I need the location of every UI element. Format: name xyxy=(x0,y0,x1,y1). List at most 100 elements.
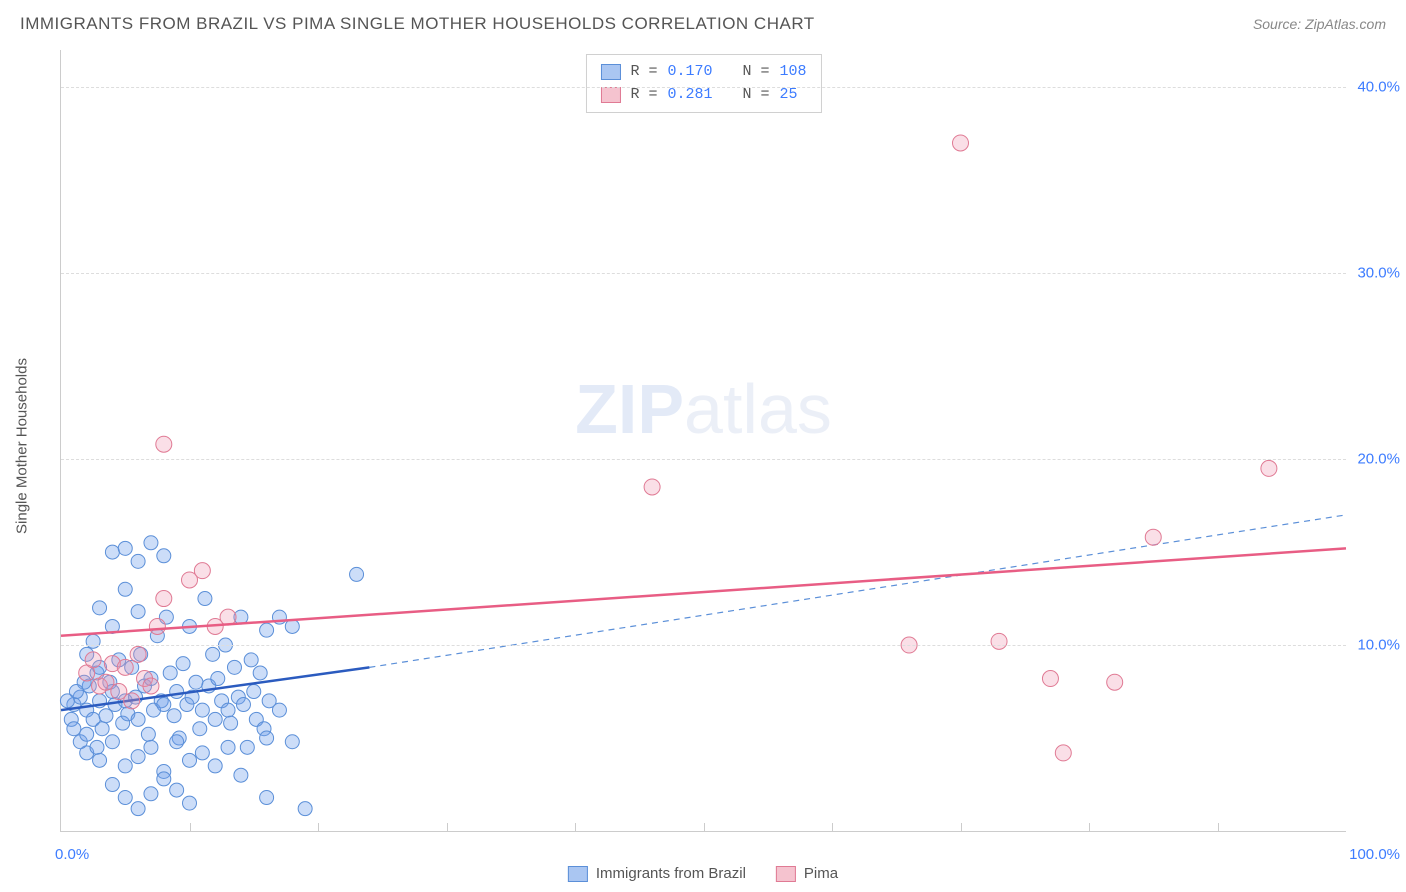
brazil-point xyxy=(105,545,119,559)
brazil-point xyxy=(298,802,312,816)
brazil-point xyxy=(131,802,145,816)
legend-label: Pima xyxy=(804,865,838,882)
x-tick xyxy=(318,823,319,831)
x-tick xyxy=(961,823,962,831)
legend-label: Immigrants from Brazil xyxy=(596,865,746,882)
brazil-point xyxy=(118,582,132,596)
gridline-h xyxy=(61,273,1346,274)
gridline-h xyxy=(61,459,1346,460)
pima-point xyxy=(143,678,159,694)
y-tick-label: 40.0% xyxy=(1357,79,1400,96)
brazil-point xyxy=(247,685,261,699)
legend-swatch xyxy=(600,64,620,80)
x-tick xyxy=(447,823,448,831)
brazil-point xyxy=(118,541,132,555)
brazil-point xyxy=(208,759,222,773)
brazil-point xyxy=(206,647,220,661)
brazil-point xyxy=(183,796,197,810)
brazil-point xyxy=(244,653,258,667)
brazil-point xyxy=(236,698,250,712)
x-tick-label: 100.0% xyxy=(1349,846,1400,863)
brazil-point xyxy=(157,772,171,786)
legend-item: Pima xyxy=(776,865,838,882)
pima-point xyxy=(1055,745,1071,761)
brazil-point xyxy=(350,567,364,581)
brazil-point xyxy=(193,722,207,736)
brazil-point xyxy=(131,750,145,764)
brazil-point xyxy=(176,657,190,671)
brazil-point xyxy=(118,759,132,773)
brazil-point xyxy=(198,592,212,606)
brazil-point xyxy=(144,787,158,801)
brazil-point xyxy=(221,703,235,717)
pima-point xyxy=(156,591,172,607)
brazil-point xyxy=(260,623,274,637)
x-tick xyxy=(1218,823,1219,831)
brazil-point xyxy=(60,694,74,708)
y-axis-label: Single Mother Households xyxy=(14,358,31,534)
brazil-point xyxy=(141,727,155,741)
legend-row: R =0.170N =108 xyxy=(600,61,806,84)
gridline-h xyxy=(61,645,1346,646)
brazil-point xyxy=(131,554,145,568)
pima-point xyxy=(194,563,210,579)
brazil-point xyxy=(260,731,274,745)
brazil-point xyxy=(95,722,109,736)
plot-svg xyxy=(61,50,1346,831)
pima-point xyxy=(85,652,101,668)
brazil-point xyxy=(157,698,171,712)
chart-area: Single Mother Households ZIPatlas R =0.1… xyxy=(50,50,1346,842)
pima-point xyxy=(149,618,165,634)
legend-swatch xyxy=(600,87,620,103)
brazil-point xyxy=(163,666,177,680)
x-tick xyxy=(1089,823,1090,831)
brazil-point xyxy=(260,791,274,805)
pima-point xyxy=(1145,529,1161,545)
pima-trendline xyxy=(61,548,1346,635)
legend-swatch xyxy=(568,866,588,882)
pima-point xyxy=(1107,674,1123,690)
pima-point xyxy=(1042,671,1058,687)
brazil-point xyxy=(195,746,209,760)
brazil-point xyxy=(157,549,171,563)
brazil-point xyxy=(105,778,119,792)
brazil-point xyxy=(80,727,94,741)
x-tick xyxy=(575,823,576,831)
brazil-point xyxy=(144,740,158,754)
brazil-point xyxy=(144,536,158,550)
brazil-point xyxy=(105,735,119,749)
y-tick-label: 20.0% xyxy=(1357,451,1400,468)
brazil-point xyxy=(131,712,145,726)
pima-point xyxy=(991,633,1007,649)
pima-point xyxy=(124,693,140,709)
brazil-point xyxy=(167,709,181,723)
brazil-point xyxy=(224,716,238,730)
brazil-point xyxy=(211,672,225,686)
brazil-point xyxy=(183,753,197,767)
legend-series: Immigrants from Brazil Pima xyxy=(568,865,838,882)
legend-correlation: R =0.170N =108R =0.281N = 25 xyxy=(585,54,821,113)
brazil-point xyxy=(86,634,100,648)
brazil-point xyxy=(195,703,209,717)
y-tick-label: 10.0% xyxy=(1357,637,1400,654)
brazil-point xyxy=(240,740,254,754)
gridline-h xyxy=(61,87,1346,88)
legend-swatch xyxy=(776,866,796,882)
legend-item: Immigrants from Brazil xyxy=(568,865,746,882)
brazil-point xyxy=(285,735,299,749)
plot-region: ZIPatlas R =0.170N =108R =0.281N = 25 10… xyxy=(60,50,1346,832)
brazil-point xyxy=(170,685,184,699)
x-tick xyxy=(704,823,705,831)
brazil-point xyxy=(208,712,222,726)
chart-title: IMMIGRANTS FROM BRAZIL VS PIMA SINGLE MO… xyxy=(20,14,815,34)
brazil-point xyxy=(131,605,145,619)
x-tick xyxy=(832,823,833,831)
brazil-point xyxy=(93,601,107,615)
brazil-point xyxy=(253,666,267,680)
brazil-point xyxy=(170,735,184,749)
pima-point xyxy=(1261,460,1277,476)
brazil-point xyxy=(272,703,286,717)
x-tick xyxy=(190,823,191,831)
pima-point xyxy=(156,436,172,452)
pima-point xyxy=(117,659,133,675)
